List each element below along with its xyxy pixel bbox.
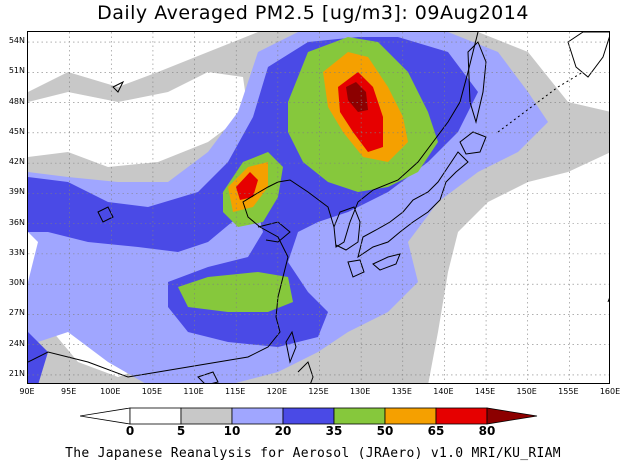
- colorbar-tick-label: 5: [176, 424, 186, 438]
- longitude-label: 120E: [266, 387, 287, 396]
- contour-35-50-south: [178, 272, 293, 312]
- contour-65-80-bohai: [236, 172, 258, 200]
- longitude-label: 160E: [599, 387, 621, 396]
- longitude-label: 145E: [474, 387, 496, 396]
- longitude-label: 90E: [19, 387, 35, 396]
- colorbar-segment: [282, 407, 335, 425]
- colorbar-tick-label: 65: [427, 424, 445, 438]
- latitude-label: 48N: [8, 96, 25, 106]
- pm25-map: [27, 31, 610, 384]
- colorbar-segment: [486, 407, 538, 425]
- colorbar-segment: [333, 407, 386, 425]
- latitude-label: 30N: [8, 278, 25, 288]
- pm25-field: [28, 32, 609, 383]
- colorbar-tick-label: 0: [125, 424, 135, 438]
- colorbar-tick-label: 35: [325, 424, 343, 438]
- colorbar-tick-label: 20: [274, 424, 292, 438]
- gridlines: [28, 32, 609, 383]
- latitude-label: 21N: [8, 368, 25, 378]
- colorbar-segment: [180, 407, 233, 425]
- colorbar-segment: [129, 407, 182, 425]
- longitude-label: 130E: [349, 387, 371, 396]
- colorbar-segment: [435, 407, 488, 425]
- longitude-label: 125E: [308, 387, 329, 396]
- latitude-label: 39N: [8, 187, 25, 197]
- colorbar-segment: [384, 407, 437, 425]
- longitude-label: 115E: [225, 387, 246, 396]
- latitude-label: 24N: [8, 338, 25, 348]
- contour-0-5-a: [28, 72, 248, 167]
- latitude-label: 36N: [8, 217, 25, 227]
- longitude-label: 95E: [61, 387, 77, 396]
- map-canvas: [28, 32, 609, 383]
- map-title: Daily Averaged PM2.5 [ug/m3]: 09Aug2014: [97, 2, 529, 24]
- latitude-label: 51N: [8, 66, 25, 76]
- latitude-label: 27N: [8, 308, 25, 318]
- colorbar-segment: [231, 407, 284, 425]
- longitude-label: 150E: [516, 387, 537, 396]
- longitude-label: 140E: [433, 387, 454, 396]
- longitude-label: 135E: [391, 387, 412, 396]
- colorbar-tick-label: 80: [478, 424, 496, 438]
- longitude-label: 100E: [100, 387, 121, 396]
- colorbar-tick-label: 10: [223, 424, 241, 438]
- colorbar-tick-label: 50: [376, 424, 394, 438]
- colorbar: [80, 407, 538, 425]
- longitude-label: 105E: [141, 387, 163, 396]
- latitude-label: 45N: [8, 126, 25, 136]
- contour-0-5-c: [468, 242, 609, 383]
- contour-0-5-d: [568, 37, 609, 92]
- latitude-label: 54N: [8, 36, 25, 46]
- latitude-label: 33N: [8, 247, 25, 257]
- longitude-label: 155E: [558, 387, 579, 396]
- contour-80-plus: [346, 82, 368, 112]
- footer-credit: The Japanese Reanalysis for Aerosol (JRA…: [65, 446, 561, 461]
- latitude-label: 42N: [8, 157, 25, 167]
- longitude-label: 110E: [183, 387, 204, 396]
- colorbar-segment: [80, 407, 131, 425]
